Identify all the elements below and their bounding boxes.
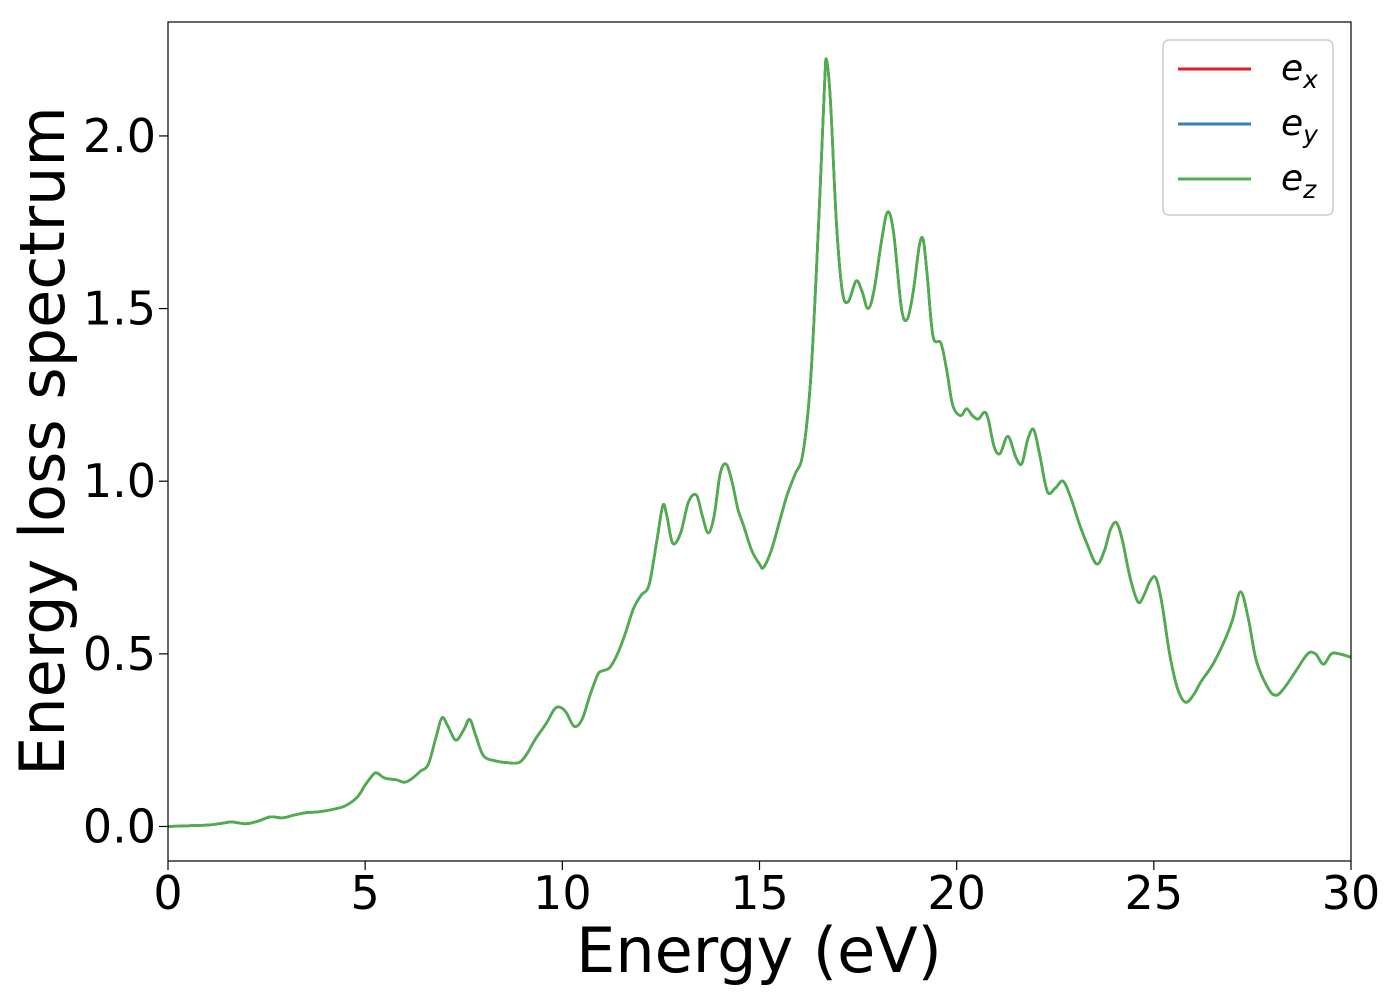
x-tick-label: 30 bbox=[1322, 866, 1381, 920]
y-tick-label: 2.0 bbox=[83, 109, 156, 163]
axis-ticks: 0 5 10 15 20 25 30 0.0 0.5 1.0 1.5 2.0 bbox=[83, 109, 1380, 920]
series-lines bbox=[168, 57, 1351, 828]
x-tick-label: 20 bbox=[927, 866, 986, 920]
x-tick-label: 0 bbox=[153, 866, 182, 920]
legend-frame bbox=[1162, 39, 1334, 216]
y-tick-label: 1.0 bbox=[83, 454, 156, 508]
x-tick-label: 25 bbox=[1125, 866, 1184, 920]
x-tick-label: 5 bbox=[351, 866, 380, 920]
legend-label: ey bbox=[1281, 103, 1319, 149]
y-tick-label: 1.5 bbox=[83, 282, 156, 336]
y-axis-label: Energy loss spectrum bbox=[6, 106, 79, 776]
legend: ex ey ez bbox=[1162, 39, 1334, 216]
x-tick-label: 15 bbox=[730, 866, 789, 920]
plot-area-frame bbox=[167, 21, 1352, 862]
x-axis-label: Energy (eV) bbox=[576, 914, 942, 987]
series-line-e-z bbox=[168, 57, 1351, 828]
legend-label: ex bbox=[1281, 48, 1318, 94]
y-tick-label: 0.5 bbox=[83, 627, 156, 681]
x-tick-label: 10 bbox=[533, 866, 592, 920]
legend-label: ez bbox=[1281, 158, 1317, 204]
y-tick-label: 0.0 bbox=[83, 799, 156, 853]
